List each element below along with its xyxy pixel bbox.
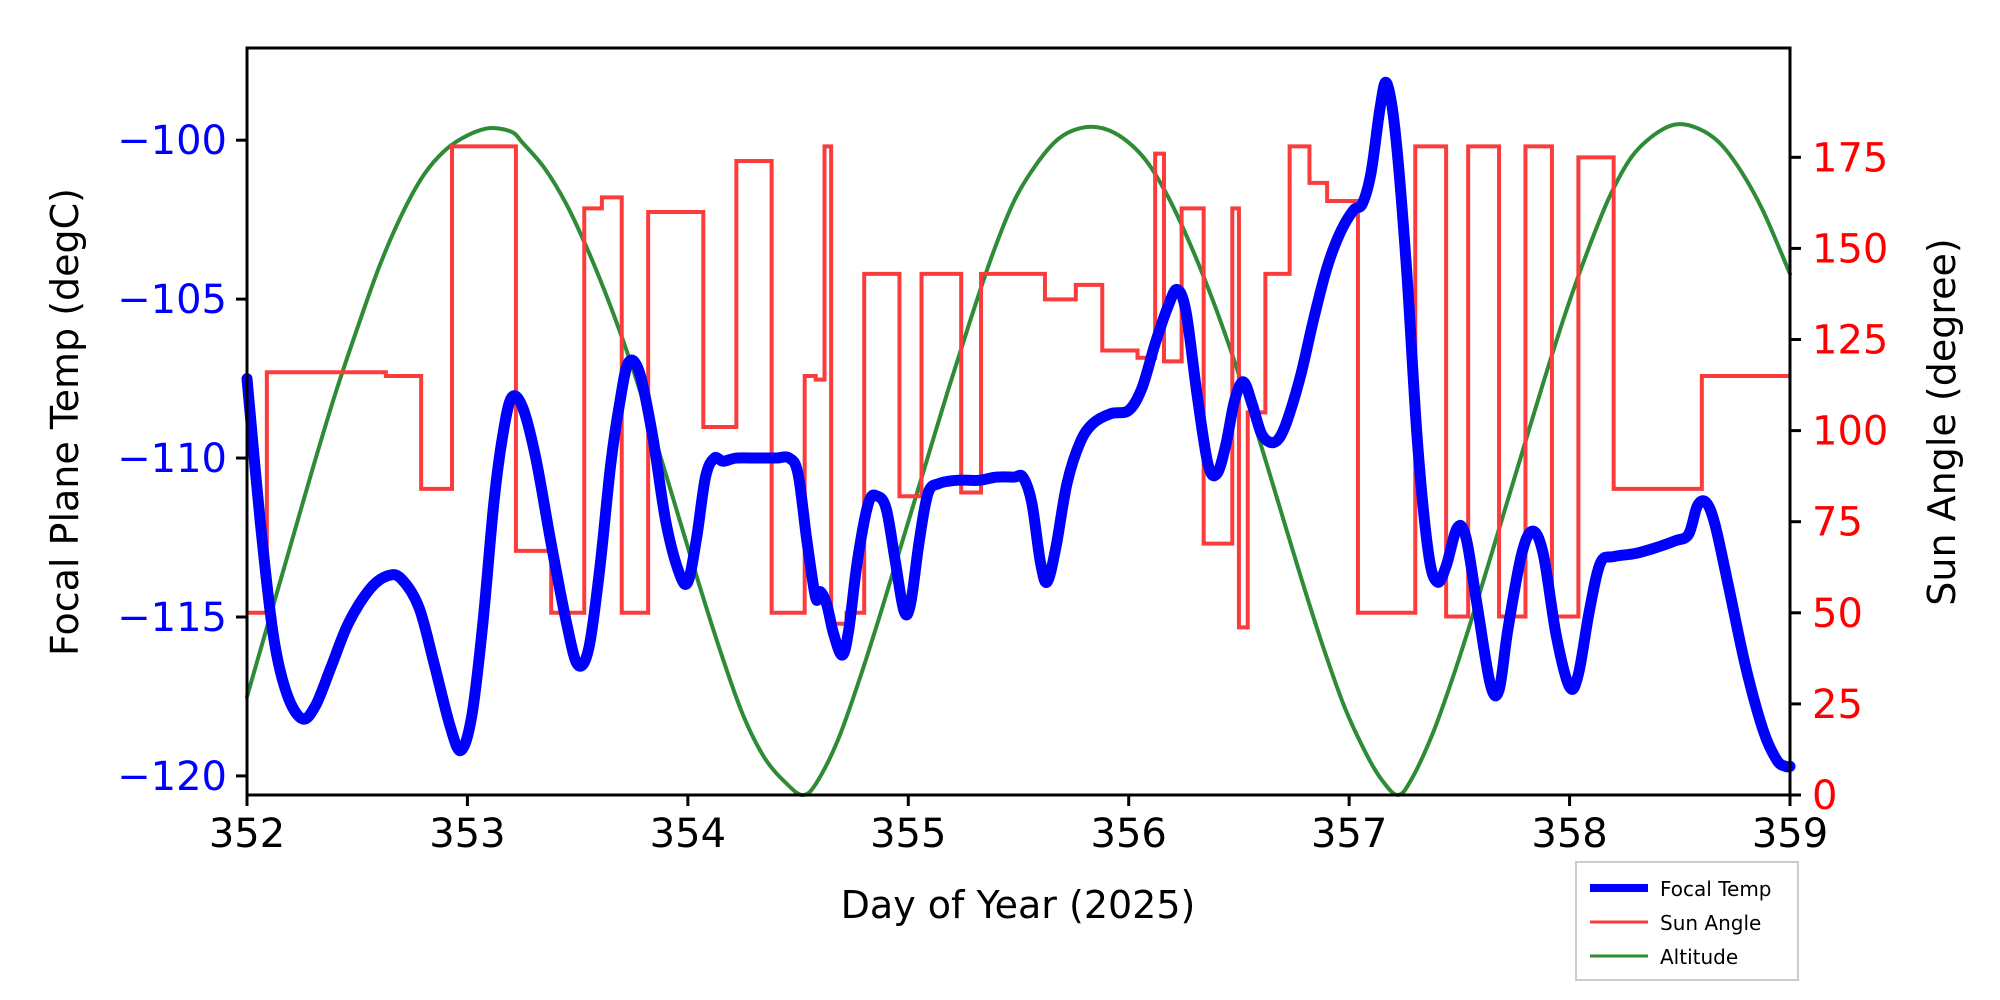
series-line-altitude — [245, 122, 1792, 797]
x-tick-label: 359 — [1752, 811, 1828, 857]
x-tick-label: 355 — [870, 811, 946, 857]
x-tick-label: 356 — [1091, 811, 1167, 857]
x-tick-label: 353 — [429, 811, 505, 857]
y-tick-label-right: 150 — [1812, 226, 1888, 272]
y-tick-label-right: 0 — [1812, 773, 1837, 819]
legend-label: Altitude — [1660, 945, 1738, 969]
y-tick-label-right: 75 — [1812, 500, 1863, 546]
y-tick-label-right: 100 — [1812, 409, 1888, 455]
y-tick-label-right: 25 — [1812, 682, 1863, 728]
x-axis-ticks: 352 353 354 355 356 357 358 359 — [209, 795, 1828, 857]
legend-label: Focal Temp — [1660, 877, 1772, 901]
legend-items: Focal Temp Sun Angle Altitude — [1590, 877, 1772, 969]
chart-legend[interactable]: Focal Temp Sun Angle Altitude — [1575, 861, 1799, 981]
series-line-focal-temp — [241, 76, 1796, 773]
plot-frame — [245, 46, 1792, 797]
y-tick-label-left: −110 — [117, 436, 227, 482]
y-tick-label-left: −120 — [117, 754, 227, 800]
x-tick-label: 358 — [1531, 811, 1607, 857]
series-group — [241, 76, 1796, 797]
series-line-sun-angle — [247, 144, 1790, 630]
x-tick-label: 352 — [209, 811, 285, 857]
y-tick-label-left: −105 — [117, 277, 227, 323]
y-tick-label-right: 125 — [1812, 318, 1888, 364]
x-axis-label: Day of Year (2025) — [841, 883, 1196, 927]
x-tick-label: 357 — [1311, 811, 1387, 857]
y-axis-left-label: Focal Plane Temp (degC) — [43, 188, 87, 656]
y-tick-label-left: −115 — [117, 595, 227, 641]
y-axis-left-ticks: −100 −105 −110 −115 −120 — [117, 118, 247, 800]
y-tick-label-right: 175 — [1812, 135, 1888, 181]
y-tick-label-right: 50 — [1812, 591, 1863, 637]
y-axis-right-ticks: 0 25 50 75 100 125 150 175 — [1790, 135, 1888, 819]
x-tick-label: 354 — [650, 811, 726, 857]
y-tick-label-left: −100 — [117, 118, 227, 164]
legend-label: Sun Angle — [1660, 911, 1761, 935]
y-axis-right-label: Sun Angle (degree) — [1920, 238, 1964, 605]
